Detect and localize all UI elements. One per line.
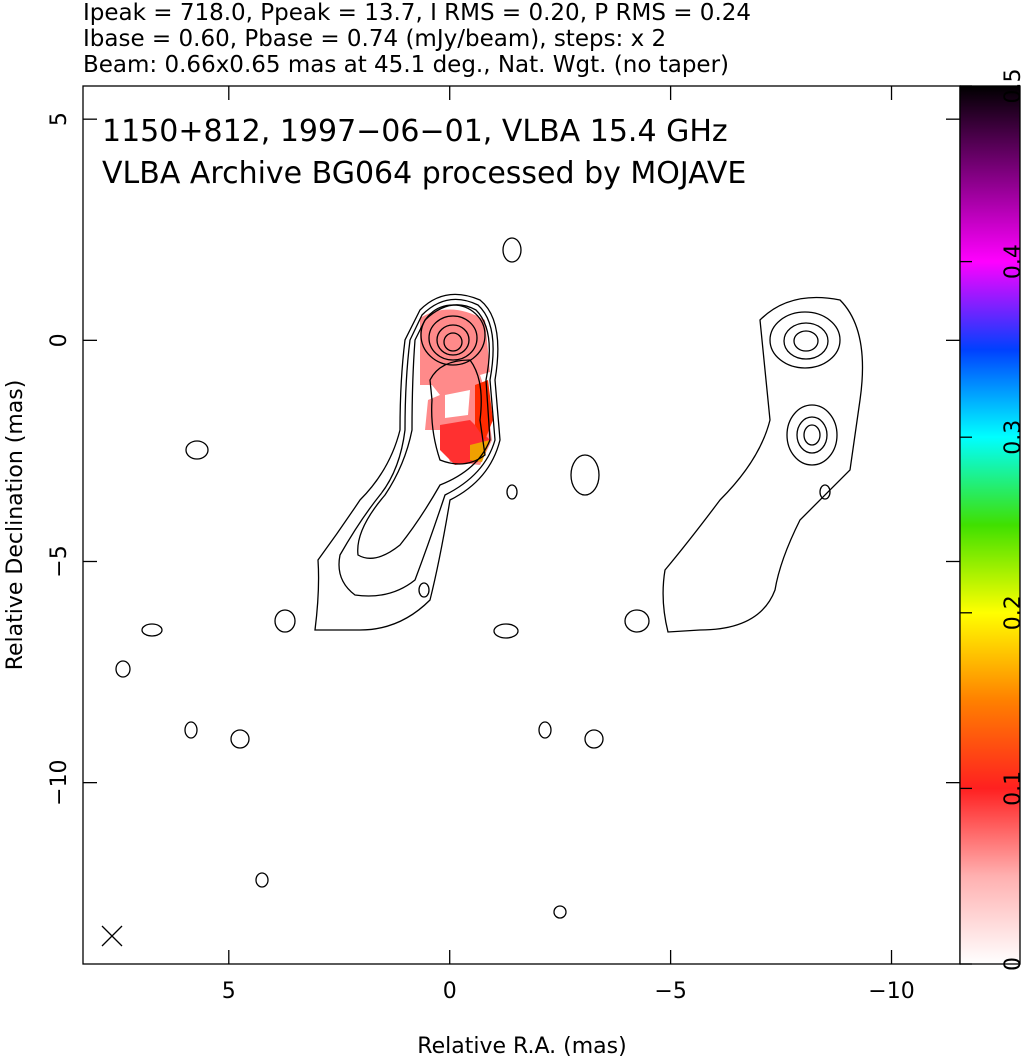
x-axis-label: Relative R.A. (mas) — [417, 1034, 626, 1059]
contours — [101, 237, 864, 947]
contour — [314, 293, 501, 631]
x-tick-label: 5 — [222, 979, 236, 1004]
contour — [662, 296, 864, 633]
contour — [115, 660, 131, 678]
contour — [538, 721, 552, 739]
contour — [796, 416, 828, 454]
contour — [428, 315, 478, 361]
contour — [502, 237, 522, 263]
y-axis-label: Relative Declination (mas) — [3, 380, 28, 671]
colorbar — [959, 85, 1021, 965]
pol-gap — [445, 390, 470, 418]
contour — [418, 582, 430, 598]
contour — [793, 330, 819, 352]
y-tick-label: 5 — [47, 112, 72, 126]
colorbar-tick-label: 0.4 — [1001, 244, 1022, 279]
contour — [429, 359, 486, 465]
contour — [184, 721, 198, 739]
header-line: Ibase = 0.60, Pbase = 0.74 (mJy/beam), s… — [83, 26, 666, 52]
contour — [443, 332, 463, 352]
contour — [783, 322, 829, 360]
contour — [230, 729, 250, 749]
map-title: 1150+812, 1997−06−01, VLBA 15.4 GHz — [102, 114, 728, 149]
contour — [493, 623, 519, 639]
contour — [185, 440, 209, 460]
header-line: Beam: 0.66x0.65 mas at 45.1 deg., Nat. W… — [83, 52, 729, 78]
contour — [436, 324, 470, 356]
map-title: VLBA Archive BG064 processed by MOJAVE — [102, 156, 746, 191]
x-tick-label: 0 — [443, 979, 457, 1004]
contour — [769, 311, 841, 369]
y-tick-label: −5 — [47, 545, 72, 577]
colorbar-tick-label: 0.5 — [1001, 69, 1022, 104]
contour — [786, 404, 838, 466]
x-tick-label: −5 — [654, 979, 686, 1004]
contour — [255, 872, 269, 888]
colorbar-tick-label: 0.2 — [1001, 595, 1022, 630]
contour — [420, 304, 486, 366]
contour — [624, 609, 650, 633]
contour — [274, 609, 296, 633]
x-tick-label: −10 — [868, 979, 914, 1004]
contour — [141, 623, 163, 637]
contour — [338, 298, 496, 597]
contour — [819, 484, 831, 500]
plot-frame — [82, 85, 961, 965]
colorbar-tick-label: 0.3 — [1001, 420, 1022, 455]
contour — [803, 424, 821, 446]
contour — [506, 484, 518, 500]
colorbar-tick-label: 0.1 — [1001, 771, 1022, 806]
y-tick-label: 0 — [47, 333, 72, 347]
contour — [357, 304, 491, 559]
header-line: Ipeak = 718.0, Ppeak = 13.7, I RMS = 0.2… — [83, 0, 751, 26]
contour — [553, 905, 567, 919]
contour — [570, 454, 600, 496]
colorbar-tick-label: 0 — [1001, 957, 1022, 971]
beam — [101, 925, 123, 947]
contour — [584, 729, 604, 749]
pol-intensity — [470, 440, 490, 462]
y-tick-label: −10 — [47, 759, 72, 805]
